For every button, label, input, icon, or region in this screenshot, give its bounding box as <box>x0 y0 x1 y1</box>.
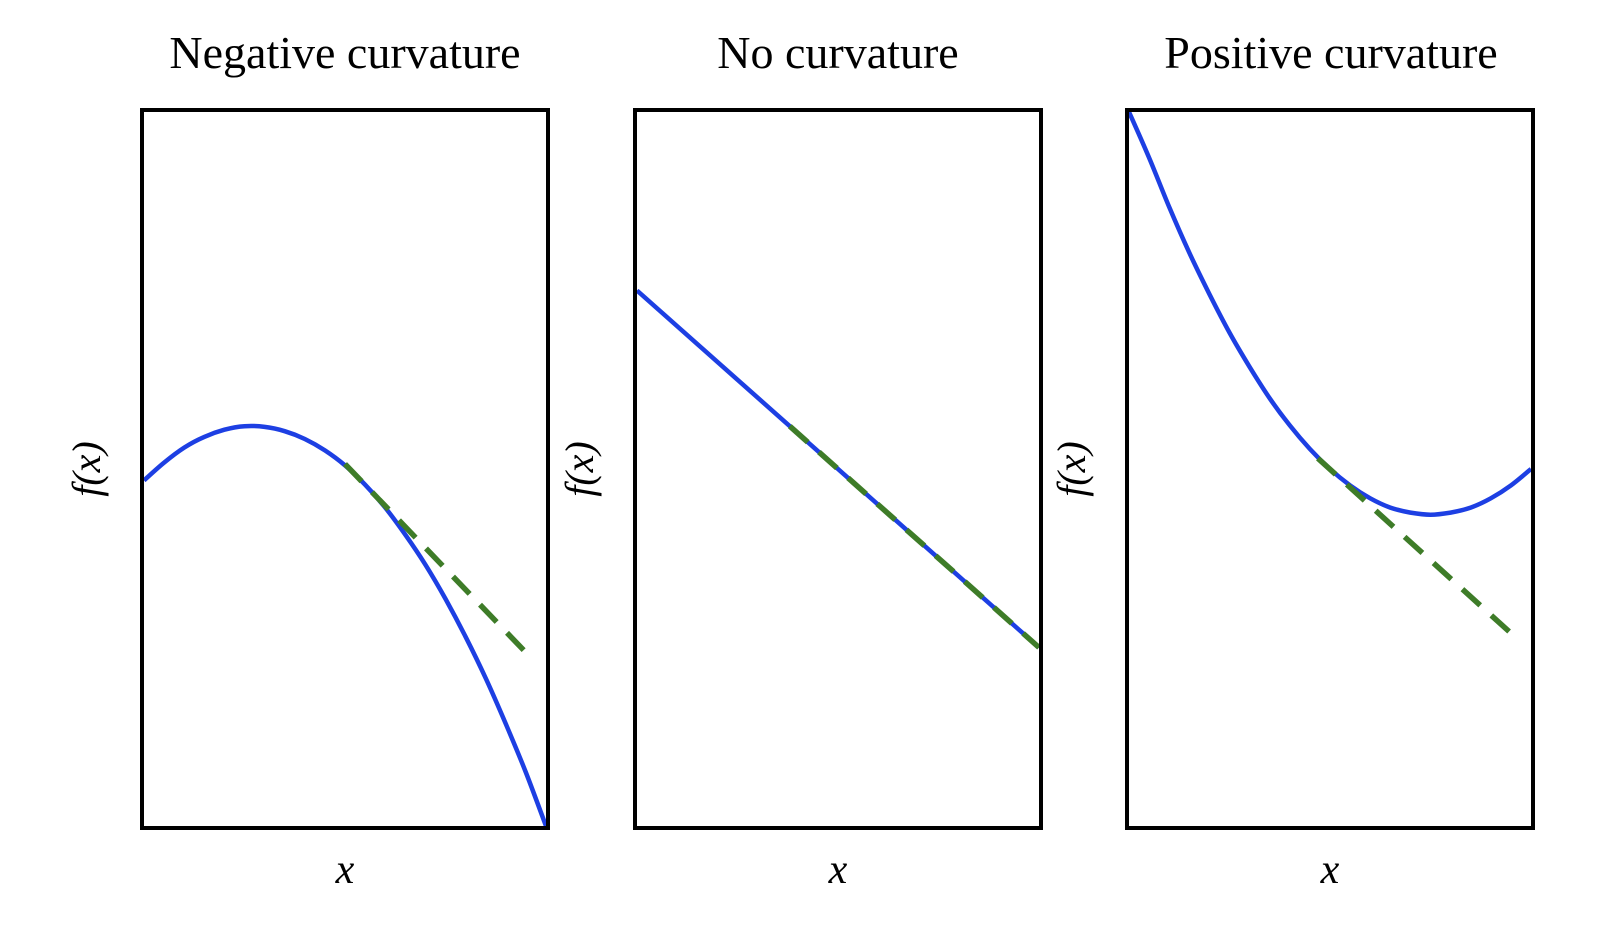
y-axis-label: f(x) <box>557 441 602 497</box>
plot-area-negative-curvature <box>140 108 550 830</box>
tangent-line <box>1316 456 1521 643</box>
x-axis-label: x <box>335 847 355 893</box>
x-axis-label: x <box>1320 847 1340 893</box>
plot-area-positive-curvature <box>1125 108 1535 830</box>
tangent-line <box>343 462 528 655</box>
function-curve <box>1129 112 1531 517</box>
panel-title-no-curvature: No curvature <box>717 27 959 78</box>
y-axis-label: f(x) <box>1049 441 1094 497</box>
plot-area-no-curvature <box>633 108 1043 830</box>
function-curve <box>144 423 546 826</box>
x-axis-label: x <box>828 847 848 893</box>
y-axis-label: f(x) <box>64 441 109 497</box>
panel-title-positive-curvature: Positive curvature <box>1164 27 1498 78</box>
tangent-line <box>787 424 1039 650</box>
panel-title-negative-curvature: Negative curvature <box>169 27 521 78</box>
